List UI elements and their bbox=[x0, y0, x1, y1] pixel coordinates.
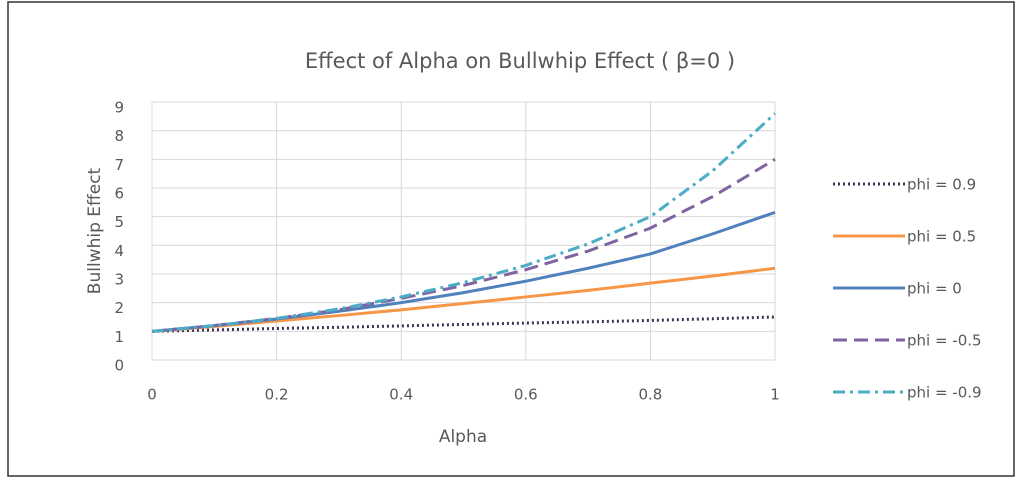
y-tick-label: 2 bbox=[114, 299, 124, 317]
y-tick-label: 0 bbox=[114, 357, 124, 375]
x-tick-label: 0.2 bbox=[265, 386, 289, 404]
series-line bbox=[151, 315, 776, 333]
x-tick-label: 0.8 bbox=[638, 386, 662, 404]
legend-label: phi = 0.9 bbox=[907, 176, 976, 194]
y-tick-label: 6 bbox=[114, 185, 124, 203]
y-tick-label: 3 bbox=[114, 271, 124, 289]
series-line bbox=[151, 112, 777, 333]
legend-label: phi = -0.5 bbox=[907, 332, 982, 350]
series-line bbox=[151, 158, 776, 333]
y-axis-label: Bullwhip Effect bbox=[85, 167, 105, 294]
y-tick-label: 9 bbox=[114, 99, 124, 117]
y-tick-label: 7 bbox=[114, 156, 124, 174]
x-tick-label: 0.6 bbox=[514, 386, 538, 404]
x-tick-label: 0 bbox=[147, 386, 157, 404]
x-axis-label: Alpha bbox=[439, 427, 487, 447]
y-tick-label: 1 bbox=[114, 328, 124, 346]
series-line bbox=[151, 266, 776, 333]
y-tick-label: 5 bbox=[114, 213, 124, 231]
chart-border bbox=[7, 1, 1015, 477]
x-tick-label: 0.4 bbox=[389, 386, 413, 404]
legend-label: phi = -0.9 bbox=[907, 384, 982, 402]
legend-label: phi = 0.5 bbox=[907, 228, 976, 246]
y-tick-label: 4 bbox=[114, 242, 124, 260]
x-tick-label: 1 bbox=[770, 386, 780, 404]
chart-title: Effect of Alpha on Bullwhip Effect ( β=0… bbox=[305, 49, 735, 73]
legend-label: phi = 0 bbox=[907, 280, 962, 298]
y-tick-label: 8 bbox=[114, 127, 124, 145]
